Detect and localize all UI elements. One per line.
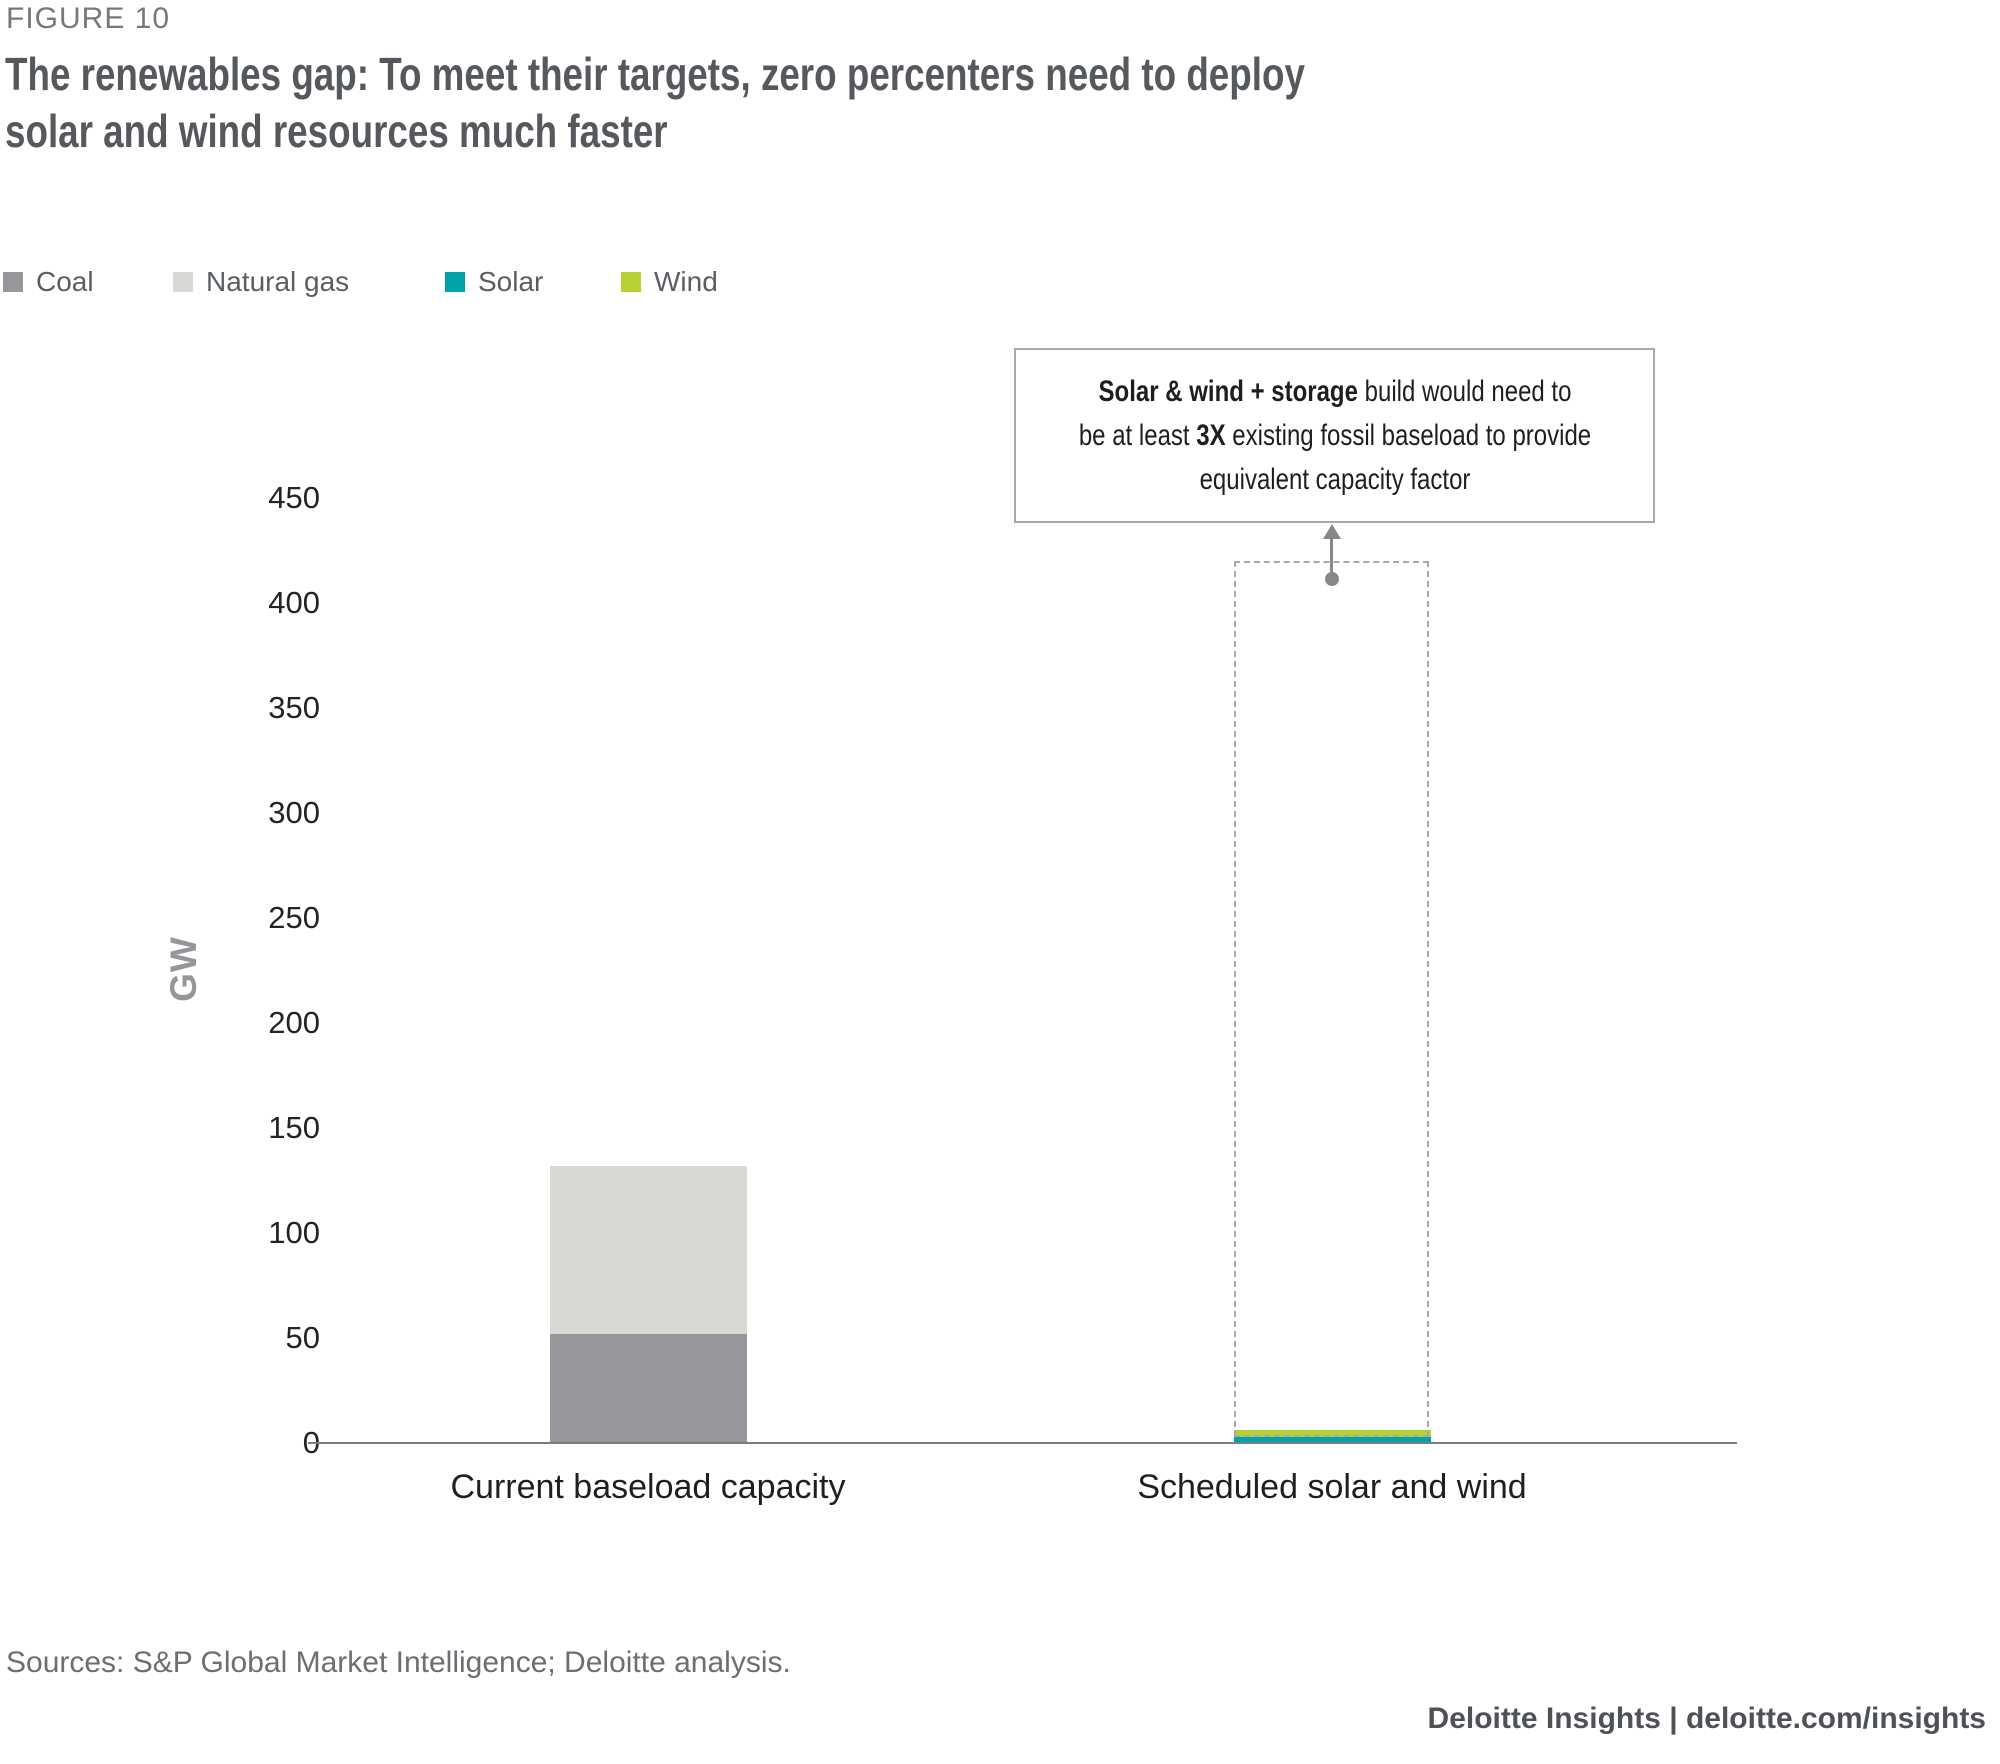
legend-item-natural-gas: Natural gas: [173, 266, 349, 298]
coal-swatch-icon: [3, 272, 23, 292]
annotation-line1: Solar & wind + storage build would need …: [1098, 374, 1571, 408]
legend-label-solar: Solar: [478, 266, 544, 297]
legend-item-solar: Solar: [445, 266, 543, 298]
natural-gas-swatch-icon: [173, 272, 193, 292]
annotation-line2: be at least 3X existing fossil baseload …: [1078, 418, 1591, 452]
target-dashed-outline: [1234, 561, 1429, 1437]
bar-segment-coal: [549, 1333, 747, 1443]
y-tick-label: 150: [268, 1110, 320, 1145]
x-axis-line: [308, 1442, 1737, 1444]
legend-label-coal: Coal: [36, 266, 94, 297]
legend-item-wind: Wind: [621, 266, 718, 298]
y-tick-label: 50: [285, 1320, 320, 1355]
annotation-arrow-line: [1330, 538, 1333, 578]
annotation-line3: equivalent capacity factor: [1199, 462, 1470, 496]
chart-title-line1: The renewables gap: To meet their target…: [5, 48, 1305, 100]
y-tick-label: 400: [268, 585, 320, 620]
y-tick-label: 350: [268, 690, 320, 725]
wind-swatch-icon: [621, 272, 641, 292]
annotation-text: Solar & wind + storage build would need …: [1015, 370, 1655, 502]
y-tick-label: 450: [268, 480, 320, 515]
y-tick-label: 250: [268, 900, 320, 935]
y-tick-label: 300: [268, 795, 320, 830]
x-category-label-current-baseload: Current baseload capacity: [450, 1468, 846, 1506]
bar-segment-natural-gas: [549, 1165, 747, 1334]
chart-title-line2: solar and wind resources much faster: [5, 105, 668, 158]
legend-label-natural-gas: Natural gas: [206, 266, 350, 297]
figure-label: FIGURE 10: [6, 2, 171, 35]
sources-note: Sources: S&P Global Market Intelligence;…: [6, 1646, 791, 1679]
x-category-label-scheduled-solar-wind: Scheduled solar and wind: [1137, 1468, 1527, 1506]
deloitte-insights-footer: Deloitte Insights | deloitte.com/insight…: [1427, 1702, 1986, 1735]
bar-segment-solar: [1233, 1436, 1431, 1443]
legend-item-coal: Coal: [3, 266, 94, 298]
bar-segment-wind: [1233, 1430, 1431, 1437]
chart-title: The renewables gap: To meet their target…: [5, 46, 1305, 160]
y-tick-label: 200: [268, 1005, 320, 1040]
y-tick-label: 100: [268, 1215, 320, 1250]
y-axis-label: GW: [163, 936, 204, 1002]
annotation-box: Solar & wind + storage build would need …: [1014, 348, 1655, 523]
legend: Coal Natural gas Solar Wind: [3, 266, 903, 298]
annotation-arrow-head-icon: [1323, 524, 1341, 539]
annotation-arrow-dot-icon: [1325, 572, 1339, 586]
legend-label-wind: Wind: [654, 266, 718, 297]
solar-swatch-icon: [445, 272, 465, 292]
